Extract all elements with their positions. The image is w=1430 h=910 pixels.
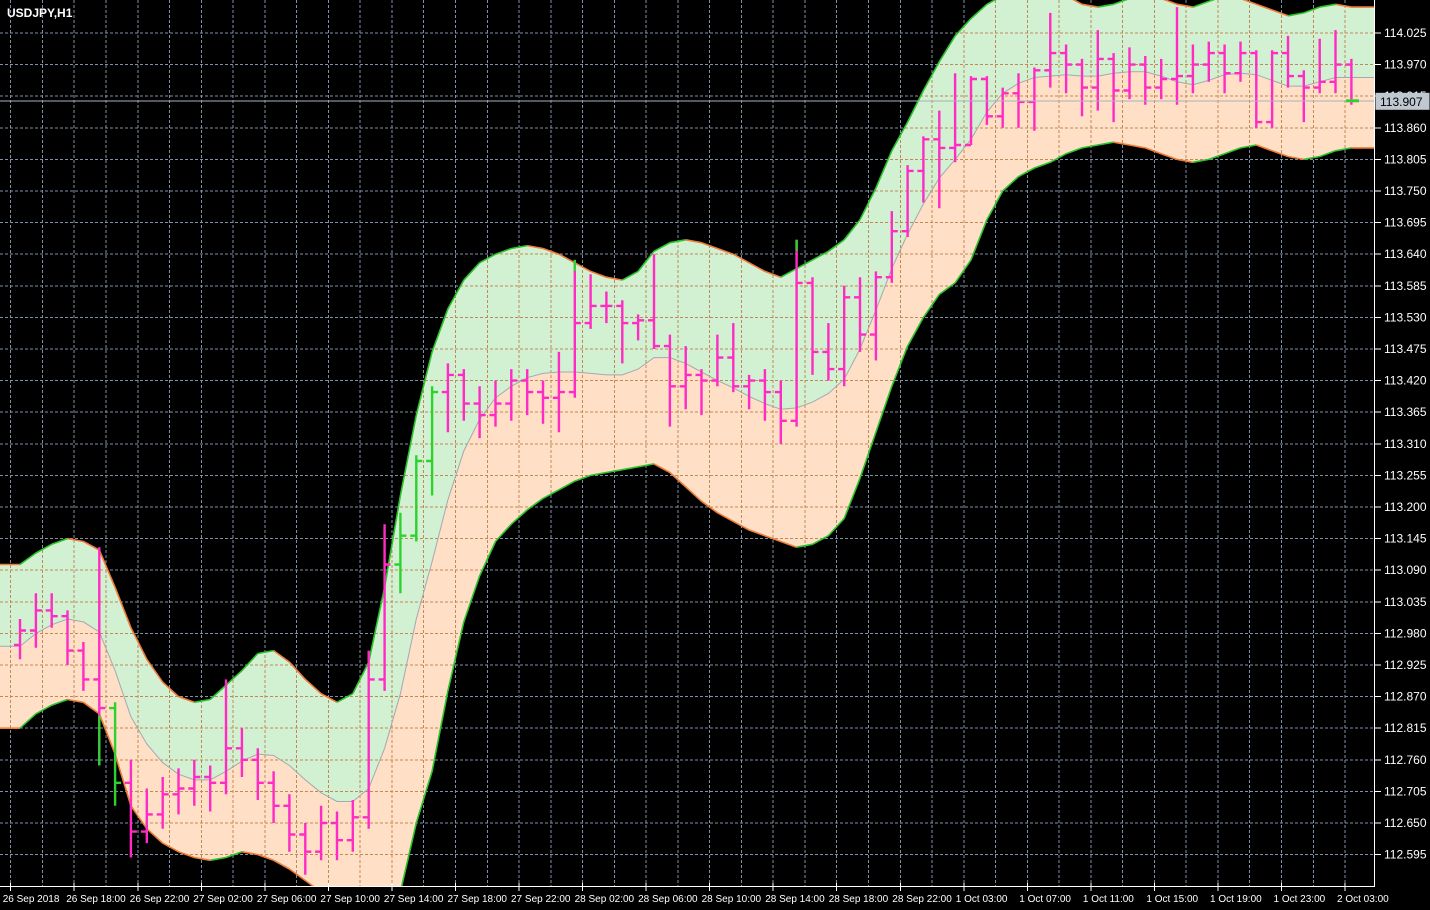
time-axis-label: 28 Sep 22:00 — [892, 894, 952, 905]
time-axis-label: 26 Sep 2018 — [3, 894, 60, 905]
price-axis-label: 113.090 — [1384, 563, 1427, 577]
time-axis-label: 26 Sep 22:00 — [130, 894, 190, 905]
price-axis-label: 112.980 — [1384, 626, 1427, 640]
current-price-tag-bg — [1375, 92, 1430, 110]
band-outline-falling — [0, 0, 1374, 886]
plot-area[interactable] — [0, 0, 1374, 910]
time-axis[interactable]: 26 Sep 2018 26 Sep 18:00 26 Sep 22:00 27 Se… — [3, 883, 1389, 905]
band-outline-rising — [19, 0, 1352, 886]
price-axis[interactable]: 114.025113.970113.915113.860113.805113.7… — [1375, 26, 1430, 862]
bars-green — [98, 239, 798, 806]
time-axis-label: 27 Sep 06:00 — [257, 894, 317, 905]
price-axis-label: 113.530 — [1384, 310, 1427, 324]
price-axis-label: 113.255 — [1384, 468, 1427, 482]
price-axis-label: 112.760 — [1384, 753, 1427, 767]
ohlc-bars — [14, 7, 1358, 875]
time-axis-label: 27 Sep 18:00 — [448, 894, 508, 905]
price-axis-label: 113.750 — [1384, 184, 1427, 198]
price-axis-label: 113.585 — [1384, 279, 1427, 293]
price-axis-label: 113.970 — [1384, 58, 1427, 72]
price-axis-label: 112.705 — [1384, 784, 1427, 798]
price-axis-label: 113.640 — [1384, 247, 1427, 261]
price-axis-label: 113.695 — [1384, 216, 1427, 230]
price-axis-label: 112.650 — [1384, 816, 1427, 830]
price-axis-label: 113.310 — [1384, 437, 1427, 451]
time-axis-label: 28 Sep 02:00 — [575, 894, 635, 905]
price-axis-label: 113.035 — [1384, 595, 1427, 609]
symbol-label: USDJPY,H1 — [7, 6, 73, 20]
price-axis-label: 113.365 — [1384, 405, 1427, 419]
price-axis-label: 113.805 — [1384, 152, 1427, 166]
time-axis-label: 1 Oct 11:00 — [1083, 894, 1134, 905]
price-axis-label: 113.200 — [1384, 500, 1427, 514]
indicator-band-outlines — [0, 0, 1374, 886]
price-axis-label: 113.420 — [1384, 374, 1427, 388]
time-axis-label: 27 Sep 02:00 — [193, 894, 253, 905]
time-axis-label: 27 Sep 14:00 — [384, 894, 444, 905]
current-price-label: 113.907 — [1380, 95, 1423, 109]
axes — [0, 0, 1375, 887]
bars-magenta — [14, 7, 1358, 875]
price-axis-label: 113.475 — [1384, 342, 1427, 356]
price-axis-label: 113.860 — [1384, 121, 1427, 135]
time-axis-label: 1 Oct 15:00 — [1146, 894, 1198, 905]
price-axis-label: 114.025 — [1384, 26, 1427, 40]
time-axis-label: 28 Sep 14:00 — [765, 894, 825, 905]
band-lower-fill — [0, 71, 1374, 886]
time-axis-label: 26 Sep 18:00 — [66, 894, 126, 905]
time-axis-label: 2 Oct 03:00 — [1337, 894, 1389, 905]
price-axis-label: 112.595 — [1384, 848, 1427, 862]
time-axis-label: 1 Oct 03:00 — [956, 894, 1008, 905]
price-axis-label: 113.145 — [1384, 532, 1427, 546]
time-axis-label: 28 Sep 06:00 — [638, 894, 698, 905]
time-axis-label: 1 Oct 19:00 — [1210, 894, 1262, 905]
time-axis-label: 27 Sep 22:00 — [511, 894, 571, 905]
time-axis-label: 1 Oct 23:00 — [1274, 894, 1326, 905]
time-axis-label: 28 Sep 18:00 — [829, 894, 889, 905]
time-axis-label: 27 Sep 10:00 — [320, 894, 380, 905]
price-axis-label: 112.925 — [1384, 658, 1427, 672]
price-axis-label: 112.870 — [1384, 690, 1427, 704]
time-axis-label: 1 Oct 07:00 — [1019, 894, 1071, 905]
time-axis-label: 28 Sep 10:00 — [702, 894, 762, 905]
price-axis-label: 112.815 — [1384, 721, 1427, 735]
